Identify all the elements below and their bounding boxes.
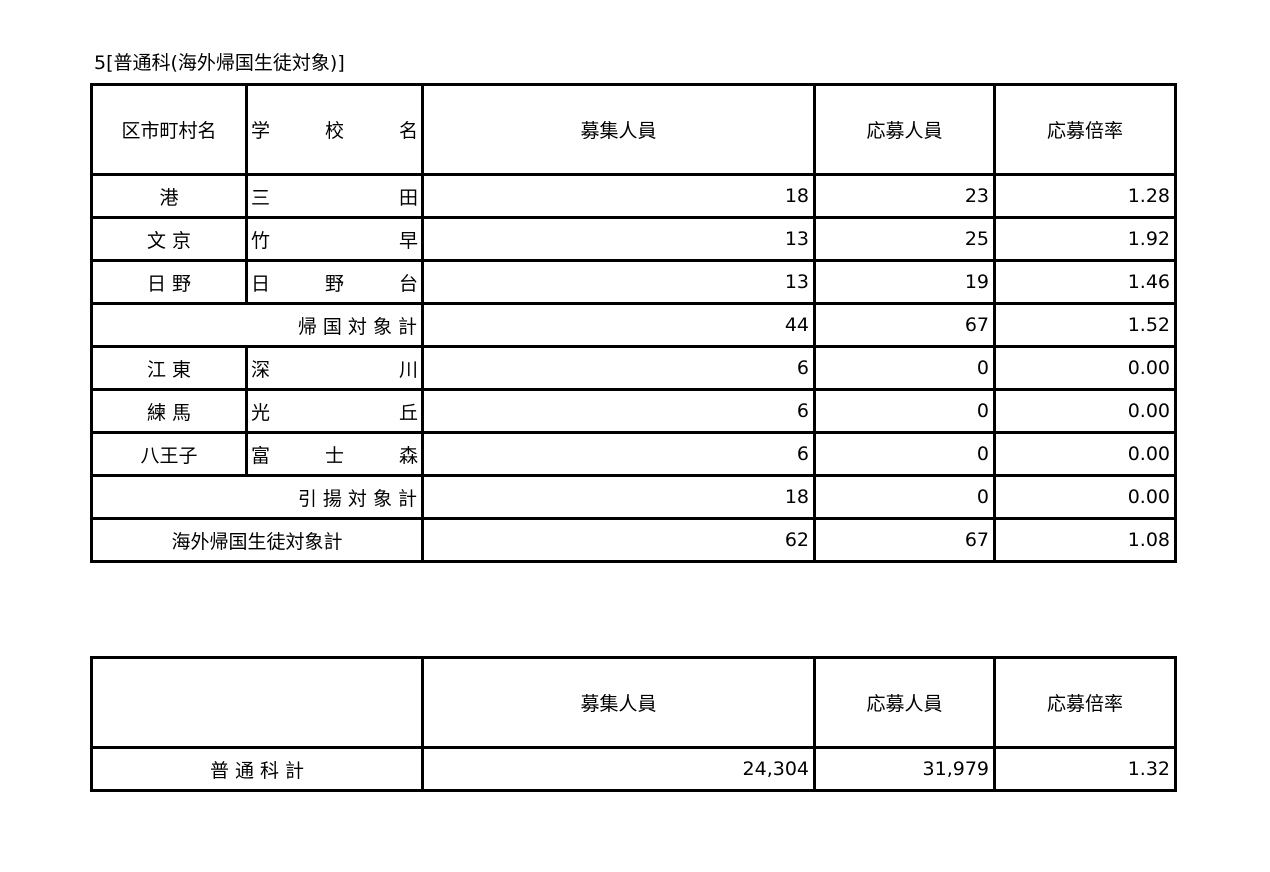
applicants-cell: 25 bbox=[813, 216, 996, 262]
ratio-cell: 0.00 bbox=[993, 474, 1177, 520]
capacity-cell: 13 bbox=[421, 216, 816, 262]
school-cell: 光 丘 bbox=[245, 388, 424, 434]
header-capacity: 募集人員 bbox=[421, 656, 816, 749]
school-cell: 竹 早 bbox=[245, 216, 424, 262]
district-cell: 江 東 bbox=[90, 345, 248, 391]
school-cell: 富 士 森 bbox=[245, 431, 424, 477]
header-ratio: 応募倍率 bbox=[993, 656, 1177, 749]
table-row: 港三 田 18 23 1.28 bbox=[90, 173, 1177, 219]
subtotal-label: 帰 国 対 象 計 bbox=[90, 302, 424, 348]
ratio-cell: 0.00 bbox=[993, 431, 1177, 477]
applicants-cell: 0 bbox=[813, 431, 996, 477]
applicants-cell: 0 bbox=[813, 388, 996, 434]
header-capacity: 募集人員 bbox=[421, 83, 816, 176]
header-district: 区市町村名 bbox=[90, 83, 248, 176]
subtotal-label: 引 揚 対 象 計 bbox=[90, 474, 424, 520]
total-label: 海外帰国生徒対象計 bbox=[90, 517, 424, 563]
capacity-cell: 24,304 bbox=[421, 746, 816, 792]
table-row: 海外帰国生徒対象計 62 67 1.08 bbox=[90, 517, 1177, 563]
capacity-cell: 18 bbox=[421, 474, 816, 520]
district-cell: 日 野 bbox=[90, 259, 248, 305]
overseas-returnee-table: 区市町村名 学 校 名 募集人員 応募人員 応募倍率 港三 田 18 23 1.28 文… bbox=[90, 83, 1177, 563]
applicants-cell: 23 bbox=[813, 173, 996, 219]
table-row: 文 京竹 早 13 25 1.92 bbox=[90, 216, 1177, 262]
ratio-cell: 1.46 bbox=[993, 259, 1177, 305]
capacity-cell: 13 bbox=[421, 259, 816, 305]
district-cell: 港 bbox=[90, 173, 248, 219]
district-cell: 八王子 bbox=[90, 431, 248, 477]
ratio-cell: 1.28 bbox=[993, 173, 1177, 219]
header-applicants: 応募人員 bbox=[813, 83, 996, 176]
applicants-cell: 0 bbox=[813, 345, 996, 391]
applicants-cell: 19 bbox=[813, 259, 996, 305]
applicants-cell: 31,979 bbox=[813, 746, 996, 792]
total-label: 普 通 科 計 bbox=[90, 746, 424, 792]
ratio-cell: 1.08 bbox=[993, 517, 1177, 563]
table-row: 帰 国 対 象 計 44 67 1.52 bbox=[90, 302, 1177, 348]
district-cell: 練 馬 bbox=[90, 388, 248, 434]
table-row: 普 通 科 計 24,304 31,979 1.32 bbox=[90, 746, 1177, 792]
applicants-cell: 67 bbox=[813, 517, 996, 563]
table-row: 引 揚 対 象 計 18 0 0.00 bbox=[90, 474, 1177, 520]
header-blank bbox=[90, 656, 424, 749]
capacity-cell: 6 bbox=[421, 388, 816, 434]
capacity-cell: 6 bbox=[421, 431, 816, 477]
ratio-cell: 0.00 bbox=[993, 345, 1177, 391]
header-row: 募集人員 応募人員 応募倍率 bbox=[90, 656, 1177, 749]
school-cell: 三 田 bbox=[245, 173, 424, 219]
district-cell: 文 京 bbox=[90, 216, 248, 262]
ratio-cell: 0.00 bbox=[993, 388, 1177, 434]
table-row: 江 東深 川 6 0 0.00 bbox=[90, 345, 1177, 391]
school-cell: 日 野 台 bbox=[245, 259, 424, 305]
capacity-cell: 18 bbox=[421, 173, 816, 219]
header-school: 学 校 名 bbox=[245, 83, 424, 176]
applicants-cell: 0 bbox=[813, 474, 996, 520]
capacity-cell: 44 bbox=[421, 302, 816, 348]
header-ratio: 応募倍率 bbox=[993, 83, 1177, 176]
school-cell: 深 川 bbox=[245, 345, 424, 391]
capacity-cell: 62 bbox=[421, 517, 816, 563]
header-row: 区市町村名 学 校 名 募集人員 応募人員 応募倍率 bbox=[90, 83, 1177, 176]
page-title: 5[普通科(海外帰国生徒対象)] bbox=[94, 52, 345, 74]
table-row: 日 野日 野 台 13 19 1.46 bbox=[90, 259, 1177, 305]
ratio-cell: 1.32 bbox=[993, 746, 1177, 792]
header-applicants: 応募人員 bbox=[813, 656, 996, 749]
general-course-total-table: 募集人員 応募人員 応募倍率 普 通 科 計 24,304 31,979 1.3… bbox=[90, 656, 1177, 792]
ratio-cell: 1.92 bbox=[993, 216, 1177, 262]
capacity-cell: 6 bbox=[421, 345, 816, 391]
table-row: 八王子富 士 森 6 0 0.00 bbox=[90, 431, 1177, 477]
ratio-cell: 1.52 bbox=[993, 302, 1177, 348]
applicants-cell: 67 bbox=[813, 302, 996, 348]
table-row: 練 馬光 丘 6 0 0.00 bbox=[90, 388, 1177, 434]
